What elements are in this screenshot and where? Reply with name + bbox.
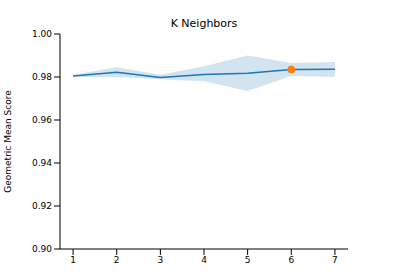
svg-text:1: 1 — [70, 255, 76, 265]
svg-text:0.90: 0.90 — [32, 244, 52, 254]
svg-text:0.92: 0.92 — [32, 201, 52, 211]
svg-text:0.94: 0.94 — [32, 158, 52, 168]
svg-text:2: 2 — [114, 255, 120, 265]
svg-text:5: 5 — [245, 255, 251, 265]
svg-text:0.96: 0.96 — [32, 115, 52, 125]
svg-text:3: 3 — [157, 255, 163, 265]
svg-text:Geometric Mean Score: Geometric Mean Score — [8, 90, 13, 193]
svg-text:1.00: 1.00 — [32, 29, 52, 39]
svg-text:6: 6 — [288, 255, 294, 265]
html-text:K Neighbors: K Neighbors — [170, 17, 238, 30]
svg-text:7: 7 — [332, 255, 338, 265]
svg-text:4: 4 — [201, 255, 207, 265]
svg-text:0.98: 0.98 — [32, 72, 52, 82]
